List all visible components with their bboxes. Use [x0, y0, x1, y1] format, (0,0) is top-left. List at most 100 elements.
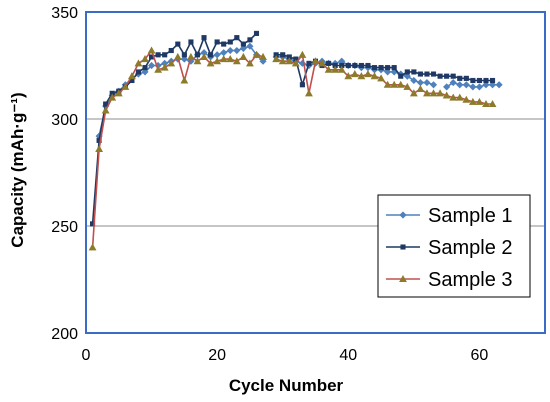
data-point [345, 62, 351, 69]
data-point [299, 82, 305, 88]
legend-label: Sample 3 [428, 269, 513, 291]
data-point [259, 52, 267, 60]
data-point [246, 42, 254, 50]
data-point [220, 49, 228, 57]
data-point [305, 89, 313, 97]
data-point [227, 39, 233, 45]
data-point [311, 57, 320, 65]
data-point [326, 60, 332, 66]
legend-item-2: Sample 2 [386, 237, 513, 259]
data-point [437, 73, 443, 79]
series-line [276, 53, 493, 86]
data-point [475, 97, 484, 105]
data-point [476, 77, 482, 84]
data-point [162, 52, 168, 58]
data-point [135, 69, 142, 75]
data-point [404, 69, 410, 75]
data-point [142, 65, 148, 71]
data-point [167, 59, 176, 67]
data-point [436, 89, 444, 97]
data-point [457, 75, 463, 81]
legend-label: Sample 2 [428, 237, 513, 259]
data-point [462, 81, 470, 89]
data-point [239, 44, 247, 52]
data-point [488, 81, 497, 89]
data-point [391, 65, 397, 71]
data-point [213, 57, 222, 65]
series-layer [88, 30, 503, 251]
data-point [134, 59, 143, 67]
data-point [108, 93, 117, 101]
data-point [370, 72, 379, 80]
x-tick-labels: 0 20 40 60 [82, 347, 489, 364]
data-point [430, 71, 437, 77]
data-point [390, 80, 399, 88]
data-point [121, 82, 130, 90]
data-point [396, 80, 405, 88]
data-point [160, 63, 169, 71]
data-point [444, 73, 450, 79]
data-point [240, 41, 246, 47]
data-point [463, 75, 469, 81]
data-point [423, 79, 431, 87]
y-tick-label: 250 [51, 219, 78, 236]
data-point [403, 82, 412, 90]
legend-marker [400, 244, 406, 250]
legend-marker [399, 274, 407, 283]
x-tick-label: 40 [339, 347, 357, 364]
data-point [409, 89, 418, 97]
data-point [226, 46, 234, 55]
data-point [200, 52, 208, 60]
data-point [181, 52, 187, 58]
data-point [482, 100, 490, 108]
x-tick-label: 60 [471, 347, 489, 364]
data-point [385, 65, 391, 71]
data-point [141, 55, 149, 63]
legend-marker [399, 211, 407, 219]
data-point [219, 55, 228, 63]
data-point [234, 35, 240, 41]
data-point [417, 71, 423, 77]
legend-item-3: Sample 3 [386, 269, 513, 291]
data-point [147, 46, 156, 54]
data-point [483, 77, 489, 84]
data-point [291, 59, 300, 67]
data-point [208, 52, 214, 58]
data-point [173, 52, 182, 60]
data-point [403, 72, 411, 80]
data-point [175, 41, 181, 47]
data-point [285, 57, 294, 65]
data-point [278, 57, 287, 65]
x-tick-label: 0 [82, 347, 91, 364]
data-point [482, 81, 490, 89]
data-point [103, 101, 109, 107]
series-3 [88, 46, 497, 251]
x-axis-title: Cycle Number [229, 376, 344, 395]
data-point [141, 68, 149, 76]
data-point [450, 73, 456, 79]
data-point [449, 93, 458, 101]
y-tick-label: 200 [51, 326, 78, 343]
data-point [233, 46, 241, 55]
data-point [416, 85, 425, 93]
legend-item-1: Sample 1 [386, 205, 513, 227]
data-point [371, 65, 378, 71]
data-point [148, 61, 156, 70]
data-point [188, 39, 194, 45]
data-point [194, 52, 201, 58]
data-point [489, 77, 496, 84]
data-point [331, 65, 340, 73]
data-point [410, 76, 418, 85]
data-point [398, 73, 404, 79]
data-point [193, 57, 202, 65]
data-point [221, 41, 227, 47]
data-point [95, 144, 104, 152]
data-point [364, 70, 372, 78]
data-point [168, 47, 174, 54]
y-axis-title: Capacity (mAh·g⁻¹) [8, 92, 27, 247]
data-point [337, 65, 346, 73]
legend: Sample 1 Sample 2 Sample 3 [377, 194, 531, 298]
data-point [247, 37, 253, 43]
data-point [352, 62, 358, 69]
data-point [344, 72, 353, 80]
